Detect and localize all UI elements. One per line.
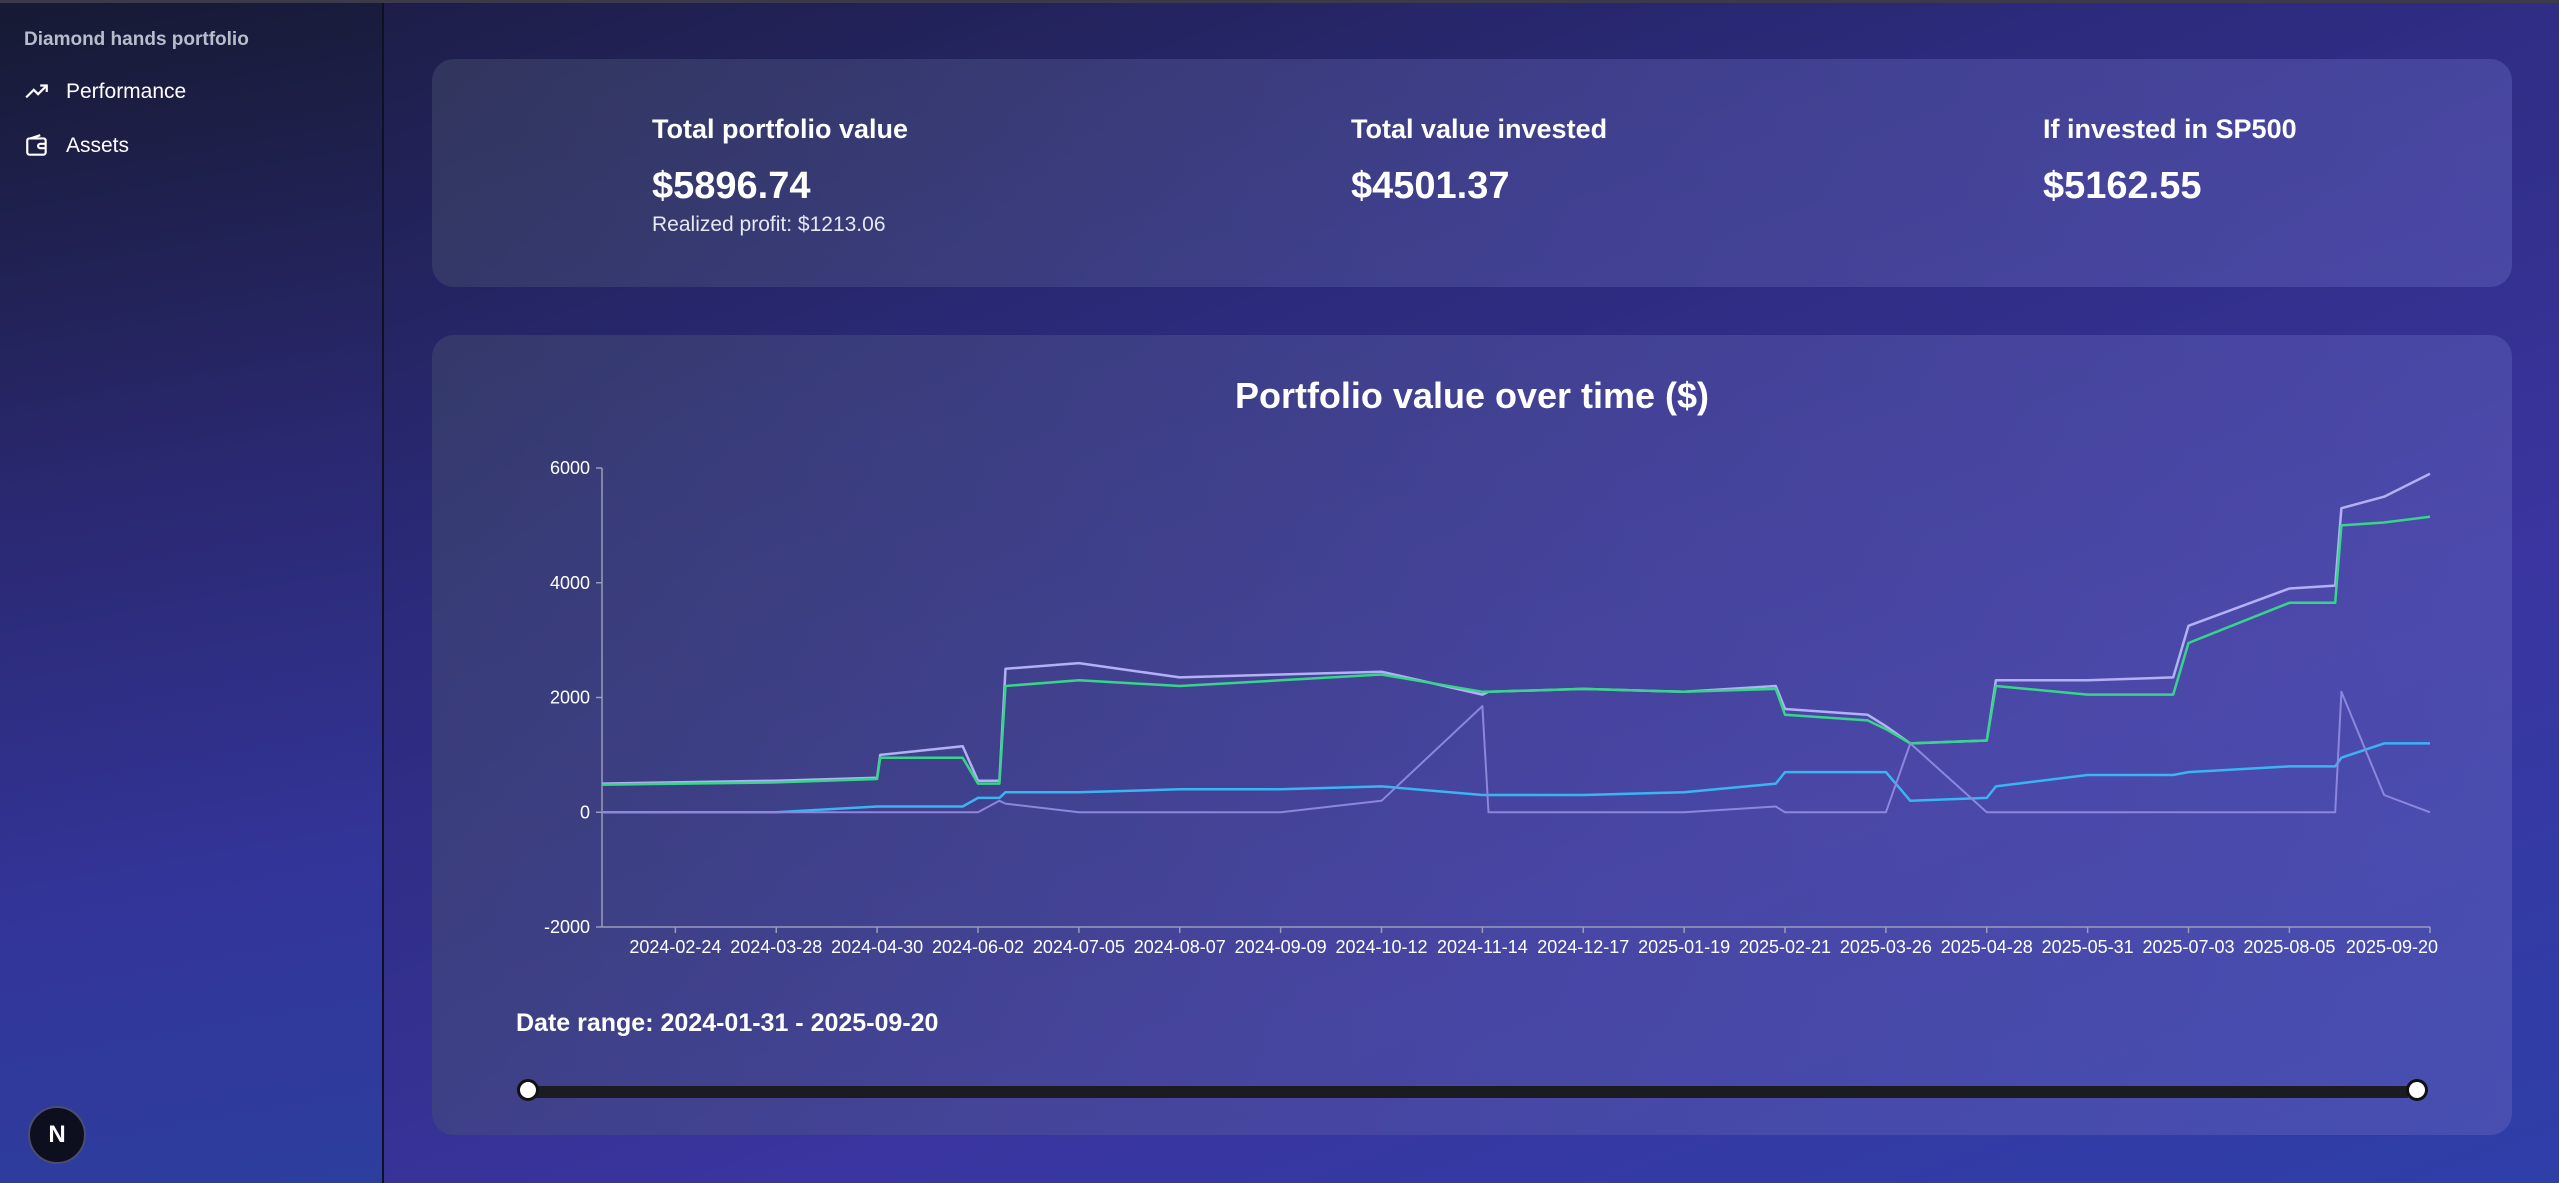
sidebar-item-label: Performance — [66, 80, 187, 103]
y-tick-label: -2000 — [544, 917, 590, 937]
next-logo-badge[interactable]: N — [28, 1106, 86, 1164]
x-tick-label: 2025-08-05 — [2243, 937, 2335, 957]
x-tick-label: 2024-07-05 — [1033, 937, 1125, 957]
total-invested-value: $4501.37 — [1351, 165, 1510, 207]
trending-up-icon — [25, 84, 48, 99]
x-tick-label: 2024-10-12 — [1335, 937, 1427, 957]
realized-value-line — [602, 690, 2431, 814]
x-tick-label: 2025-04-28 — [1941, 937, 2033, 957]
x-tick-label: 2024-11-14 — [1437, 937, 1528, 957]
x-tick-label: 2024-12-17 — [1537, 937, 1629, 957]
portfolio-chart: 6000 4000 2000 0 -2000 2024-02-24 2024-03-28 20… — [544, 458, 2438, 957]
y-tick-label: 4000 — [550, 573, 590, 593]
date-range-start-handle[interactable] — [517, 1079, 539, 1101]
x-tick-label: 2024-09-09 — [1235, 937, 1327, 957]
date-range-slider[interactable] — [524, 1086, 2412, 1098]
sp500-title: If invested in SP500 — [2043, 114, 2297, 144]
chart-card: Portfolio value over time ($) 6000 4000 20… — [432, 335, 2512, 1135]
wallet-icon — [26, 134, 47, 156]
x-tick-label: 2024-02-24 — [629, 937, 721, 957]
x-tick-label: 2025-07-03 — [2142, 937, 2234, 957]
total-portfolio-value: $5896.74 — [652, 165, 811, 207]
x-tick-label: 2024-04-30 — [831, 937, 923, 957]
brand-title: Diamond hands portfolio — [24, 29, 249, 50]
sp500-value-line — [601, 515, 2431, 786]
y-tick-label: 2000 — [550, 688, 590, 708]
sidebar-item-assets[interactable]: Assets — [24, 128, 129, 164]
invested-value-line — [602, 742, 2430, 814]
sidebar: Diamond hands portfolio Performance Asse… — [0, 3, 384, 1183]
x-tick-label: 2025-05-31 — [2042, 937, 2134, 957]
x-tick-label: 2025-01-19 — [1638, 937, 1730, 957]
total-portfolio-title: Total portfolio value — [652, 114, 908, 144]
sidebar-item-label: Assets — [66, 134, 130, 157]
date-range-label: Date range: 2024-01-31 - 2025-09-20 — [516, 1009, 939, 1037]
realized-profit: Realized profit: $1213.06 — [652, 213, 886, 236]
sidebar-item-performance[interactable]: Performance — [24, 74, 186, 110]
x-tick-label: 2024-08-07 — [1134, 937, 1226, 957]
y-tick-label: 0 — [580, 802, 590, 822]
total-invested-title: Total value invested — [1351, 114, 1608, 144]
date-range-end-handle[interactable] — [2406, 1079, 2428, 1101]
chart-title: Portfolio value over time ($) — [1234, 375, 1710, 416]
summary-card: Total portfolio value $5896.74 Realized … — [432, 59, 2512, 287]
portfolio-value-line — [601, 472, 2431, 785]
y-tick-label: 6000 — [550, 458, 590, 478]
x-tick-label: 2025-03-26 — [1840, 937, 1932, 957]
window-top-border — [0, 0, 2559, 3]
sp500-value: $5162.55 — [2043, 165, 2202, 207]
x-tick-label: 2025-09-20 — [2346, 937, 2438, 957]
x-tick-label: 2024-06-02 — [932, 937, 1024, 957]
x-tick-label: 2025-02-21 — [1739, 937, 1831, 957]
x-tick-label: 2024-03-28 — [730, 937, 822, 957]
